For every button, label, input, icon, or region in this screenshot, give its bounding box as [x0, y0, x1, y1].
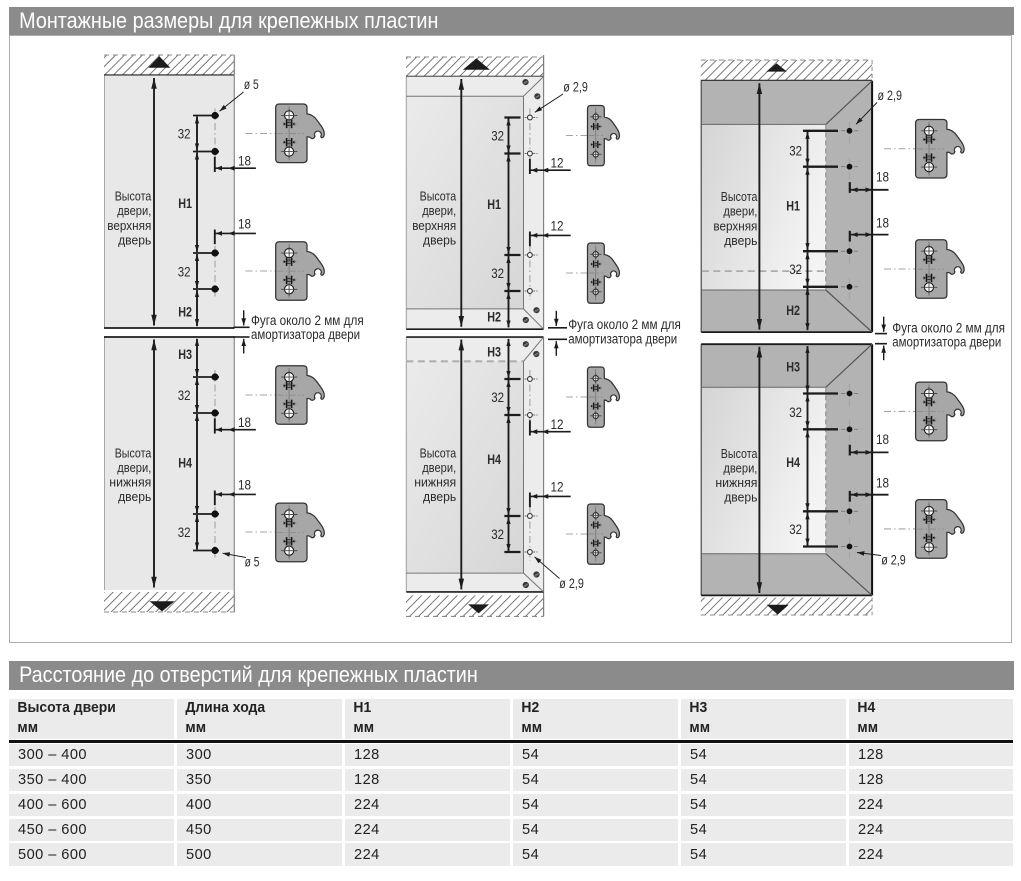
- svg-text:Фуга около 2 мм для: Фуга около 2 мм для: [568, 317, 681, 332]
- svg-text:амортизатора двери: амортизатора двери: [251, 327, 360, 342]
- svg-text:18: 18: [876, 216, 889, 231]
- svg-text:H2: H2: [178, 304, 192, 320]
- svg-text:H1: H1: [178, 195, 192, 211]
- svg-text:двери,: двери,: [117, 204, 151, 218]
- svg-text:32: 32: [491, 389, 504, 405]
- svg-text:H1: H1: [487, 196, 501, 212]
- svg-text:Высота: Высота: [115, 447, 152, 461]
- svg-text:12: 12: [551, 219, 564, 234]
- svg-text:ø 5: ø 5: [245, 555, 260, 570]
- svg-text:32: 32: [789, 404, 802, 420]
- svg-text:H4: H4: [786, 454, 800, 470]
- svg-text:амортизатора двери: амортизатора двери: [892, 335, 1001, 350]
- svg-text:18: 18: [238, 415, 251, 430]
- svg-text:32: 32: [178, 524, 191, 540]
- svg-text:18: 18: [876, 432, 889, 447]
- svg-text:Высота: Высота: [721, 190, 758, 204]
- svg-text:18: 18: [238, 154, 251, 169]
- svg-text:верхняя: верхняя: [713, 219, 757, 233]
- svg-text:32: 32: [491, 526, 504, 542]
- svg-text:32: 32: [178, 387, 191, 403]
- svg-text:Высота: Высота: [115, 190, 152, 204]
- svg-text:ø 5: ø 5: [244, 77, 259, 92]
- svg-text:нижняя: нижняя: [109, 476, 151, 490]
- svg-text:амортизатора двери: амортизатора двери: [568, 332, 677, 347]
- svg-text:H1: H1: [786, 197, 800, 213]
- svg-text:дверь: дверь: [423, 490, 457, 504]
- svg-text:двери,: двери,: [422, 204, 456, 218]
- svg-text:12: 12: [551, 480, 564, 495]
- svg-text:дверь: дверь: [724, 491, 758, 505]
- svg-text:нижняя: нижняя: [715, 476, 757, 490]
- svg-text:Фуга около 2 мм для: Фуга около 2 мм для: [251, 313, 364, 328]
- svg-text:дверь: дверь: [423, 233, 457, 247]
- svg-text:H2: H2: [786, 302, 800, 318]
- svg-text:Высота: Высота: [420, 447, 457, 461]
- svg-text:H3: H3: [178, 346, 192, 362]
- svg-text:двери,: двери,: [723, 462, 757, 476]
- svg-text:Высота: Высота: [420, 190, 457, 204]
- svg-text:дверь: дверь: [118, 490, 152, 504]
- svg-text:18: 18: [238, 217, 251, 232]
- svg-text:32: 32: [178, 263, 191, 279]
- svg-text:H4: H4: [178, 454, 192, 470]
- svg-text:12: 12: [551, 417, 564, 432]
- svg-text:H3: H3: [786, 359, 800, 375]
- svg-text:ø 2,9: ø 2,9: [881, 552, 906, 567]
- svg-text:18: 18: [238, 478, 251, 493]
- svg-text:дверь: дверь: [118, 233, 152, 247]
- svg-text:верхняя: верхняя: [107, 219, 151, 233]
- svg-text:18: 18: [876, 476, 889, 491]
- svg-text:32: 32: [789, 143, 802, 159]
- svg-text:32: 32: [491, 128, 504, 144]
- svg-text:18: 18: [876, 170, 889, 185]
- svg-text:нижняя: нижняя: [414, 476, 456, 490]
- svg-text:H3: H3: [487, 344, 501, 360]
- svg-text:верхняя: верхняя: [412, 219, 456, 233]
- svg-text:Высота: Высота: [721, 447, 758, 461]
- svg-text:H4: H4: [487, 451, 501, 467]
- svg-text:дверь: дверь: [724, 234, 758, 248]
- svg-text:ø 2,9: ø 2,9: [878, 88, 903, 103]
- svg-text:H2: H2: [487, 309, 501, 325]
- svg-text:32: 32: [491, 265, 504, 281]
- svg-text:двери,: двери,: [723, 205, 757, 219]
- svg-text:32: 32: [789, 521, 802, 537]
- svg-text:двери,: двери,: [117, 461, 151, 475]
- svg-text:двери,: двери,: [422, 461, 456, 475]
- svg-text:Фуга около 2 мм для: Фуга около 2 мм для: [892, 320, 1005, 335]
- svg-text:32: 32: [178, 126, 191, 142]
- svg-text:12: 12: [551, 156, 564, 171]
- svg-text:32: 32: [789, 261, 802, 277]
- svg-text:ø 2,9: ø 2,9: [559, 576, 584, 591]
- svg-text:ø 2,9: ø 2,9: [563, 80, 588, 95]
